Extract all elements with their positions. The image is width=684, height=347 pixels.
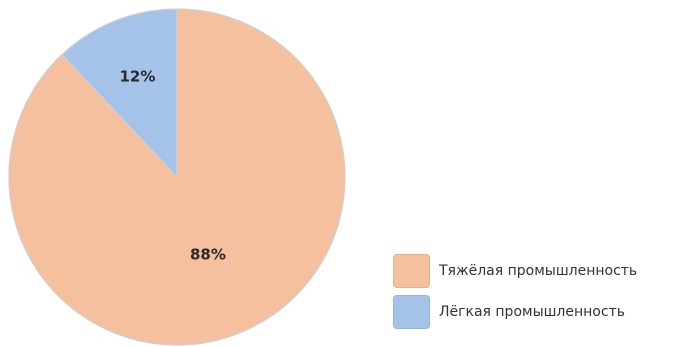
legend-swatch-light-industry <box>393 295 430 329</box>
data-label-light-industry: 12% <box>119 68 155 86</box>
legend-label-heavy-industry: Тяжёлая промышленность <box>439 263 638 279</box>
legend-label-light-industry: Лёгкая промышленность <box>439 304 625 320</box>
legend-swatch-heavy-industry <box>393 254 430 288</box>
pie-slices <box>8 8 346 346</box>
legend-item-light-industry: Лёгкая промышленность <box>393 295 637 329</box>
pie-slice-light-industry <box>61 8 178 179</box>
legend-item-heavy-industry: Тяжёлая промышленность <box>393 254 637 288</box>
data-label-heavy-industry: 88% <box>190 246 226 264</box>
pie-data-labels: 12% 88% <box>119 68 225 264</box>
pie-slice-heavy-industry <box>8 8 346 346</box>
legend: Тяжёлая промышленность Лёгкая промышленн… <box>393 254 637 336</box>
